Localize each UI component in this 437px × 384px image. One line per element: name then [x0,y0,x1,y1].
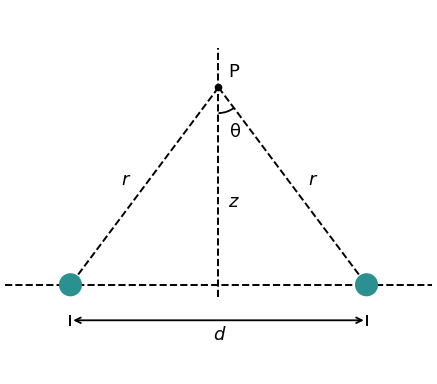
Text: r: r [121,171,128,189]
Text: θ: θ [230,123,241,141]
Text: P: P [229,63,239,81]
Text: r: r [309,171,316,189]
Circle shape [356,274,378,296]
Circle shape [59,274,81,296]
Text: z: z [229,193,238,211]
Text: d: d [213,326,224,344]
